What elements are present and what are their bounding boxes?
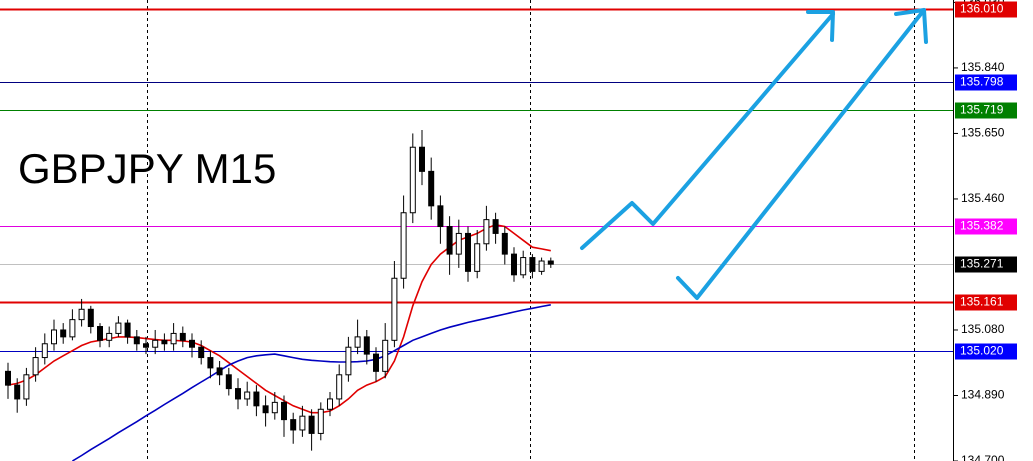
candle-body (290, 419, 297, 431)
candle-body (409, 146, 416, 214)
y-tick-label: 135.840 (961, 60, 1005, 74)
level-label-background (955, 74, 1017, 91)
candle-body (363, 336, 370, 355)
level-label: 135.020 (960, 344, 1004, 358)
candle-body (69, 319, 76, 338)
candle-body (446, 226, 453, 255)
arrow (676, 8, 926, 300)
candle-body (32, 357, 39, 376)
level-label-background (955, 294, 1017, 311)
candle-body (143, 343, 149, 348)
candle-body (308, 415, 315, 434)
candle-body (216, 367, 223, 376)
level-label-background (955, 218, 1017, 235)
candle-body (382, 339, 389, 372)
level-label: 135.271 (960, 257, 1004, 271)
candle-body (189, 339, 195, 348)
candle-body (455, 232, 462, 255)
candle-body (253, 391, 260, 407)
chart-title: GBPJPY M15 (18, 145, 276, 192)
candle-body (271, 401, 278, 414)
candle-body (428, 170, 435, 207)
candle-body (391, 277, 398, 341)
time-grid (147, 0, 915, 461)
candle-body (207, 357, 214, 369)
candle-body (336, 374, 343, 400)
candle-body (492, 219, 499, 234)
y-tick-label: 134.890 (961, 388, 1005, 402)
candle-body (152, 339, 159, 348)
candle-body (115, 322, 122, 334)
candle-body (244, 391, 251, 400)
candle-body (327, 398, 333, 410)
candle-body (97, 326, 103, 341)
candle-body (14, 384, 21, 400)
level-label-background (955, 102, 1017, 119)
y-tick-label: 135.080 (961, 322, 1005, 336)
candle-body (483, 219, 490, 245)
candle-body (179, 332, 186, 341)
candle-body (161, 339, 168, 345)
level-label-background (955, 1, 1017, 18)
candle-body (373, 353, 379, 372)
candle-body (198, 346, 205, 359)
candle-body (465, 232, 471, 272)
candle-body (262, 405, 269, 414)
plot (5, 129, 554, 461)
candle-body (345, 346, 352, 376)
candle-body (354, 336, 361, 348)
candle-body (133, 336, 140, 345)
level-label: 135.798 (960, 75, 1004, 89)
moving-average (71, 304, 551, 461)
candle-body (474, 243, 481, 272)
arrow-head (806, 10, 835, 42)
arrow (580, 12, 835, 250)
level-label-background (955, 343, 1017, 360)
candle-body (5, 370, 11, 386)
candle-body (281, 401, 287, 421)
candle-body (538, 260, 545, 272)
annotation-arrows (580, 8, 928, 300)
candle-body (78, 308, 85, 321)
candle-body (547, 260, 554, 265)
y-tick-label: 135.650 (961, 126, 1005, 140)
level-label: 135.719 (960, 103, 1004, 117)
candle-body (87, 308, 94, 328)
candle-body (419, 146, 425, 172)
candle-body (124, 322, 131, 338)
y-tick-label: 135.460 (961, 191, 1005, 205)
candle-body (317, 408, 324, 434)
candle-body (501, 232, 508, 255)
candle-body (106, 332, 113, 341)
candle-body (400, 212, 407, 279)
price-axis: 136.030135.840135.650135.460135.080134.8… (953, 0, 1033, 461)
y-tick-label: 134.700 (961, 453, 1005, 461)
candle-body (437, 205, 444, 228)
candle-body (170, 332, 177, 345)
levels (0, 8, 953, 352)
candle-body (299, 415, 306, 431)
candle-body (51, 329, 57, 345)
candle-body (225, 374, 232, 390)
candle-body (529, 257, 536, 272)
candle-body (41, 343, 48, 359)
candle-body (511, 253, 517, 276)
candle-body (235, 388, 241, 400)
candle-body (23, 374, 30, 400)
level-label: 135.161 (960, 295, 1004, 309)
candle-body (520, 257, 527, 276)
arrow-head (894, 8, 928, 44)
level-label: 136.010 (960, 2, 1004, 16)
candle-body (60, 329, 67, 338)
level-label-background (955, 256, 1017, 273)
level-label: 135.382 (960, 219, 1004, 233)
